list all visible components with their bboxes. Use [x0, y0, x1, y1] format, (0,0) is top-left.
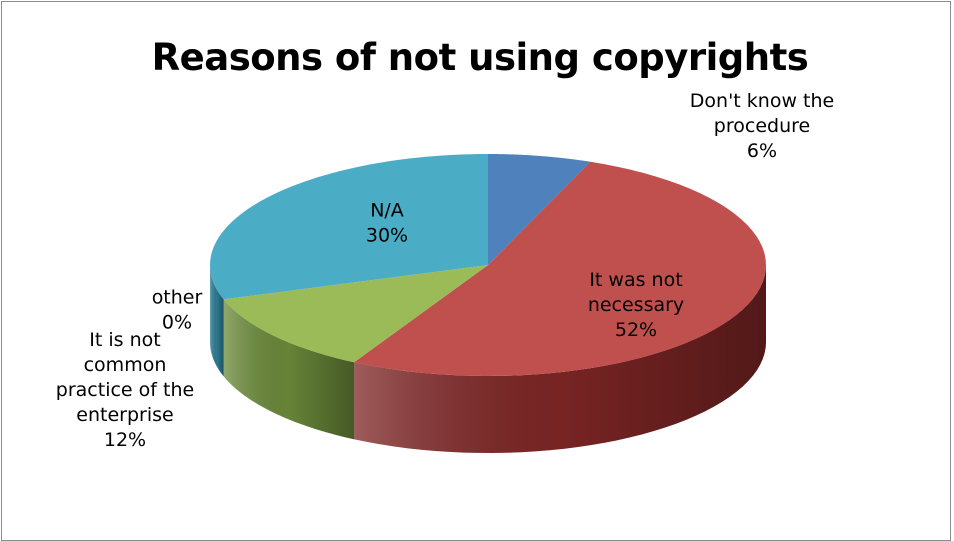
slice-0-pct: 6% [747, 140, 777, 162]
slice-0-label-line: procedure [714, 115, 810, 137]
slice-3-pct: 0% [162, 312, 192, 334]
slice-4-side-shade [210, 265, 224, 377]
slice-0-label: Don't know the procedure 6% [690, 90, 834, 162]
chart-title: Reasons of not using copyrights [151, 36, 809, 79]
slice-2-label-line: It is not [89, 329, 160, 351]
slice-4-pct: 30% [366, 225, 408, 247]
slice-2-side-shade [223, 299, 355, 440]
slice-0-label-line: Don't know the [690, 90, 834, 112]
slice-2-pct: 12% [104, 429, 146, 451]
slice-4-label-line: N/A [370, 200, 404, 222]
slice-1-label: It was not necessary 52% [588, 269, 684, 341]
slice-1-label-line: necessary [588, 294, 684, 316]
slice-4-label: N/A 30% [366, 200, 408, 247]
slice-2-label-line: practice of the [56, 379, 194, 401]
slice-1-wedge [354, 161, 766, 376]
slice-3-label: other 0% [152, 287, 203, 334]
slice-2-label-line: common [84, 354, 167, 376]
slice-0-wedge [488, 154, 591, 265]
slice-1-pct: 52% [615, 319, 657, 341]
slice-1-label-line: It was not [589, 269, 682, 291]
slice-2-wedge [223, 265, 489, 363]
slice-1-side-shade [354, 265, 766, 453]
slice-4-wedge [210, 154, 488, 300]
slice-2-label: It is not common practice of the enterprise… [56, 329, 194, 451]
slice-2-label-line: enterprise [76, 404, 173, 426]
slice-3-label-line: other [152, 287, 203, 309]
